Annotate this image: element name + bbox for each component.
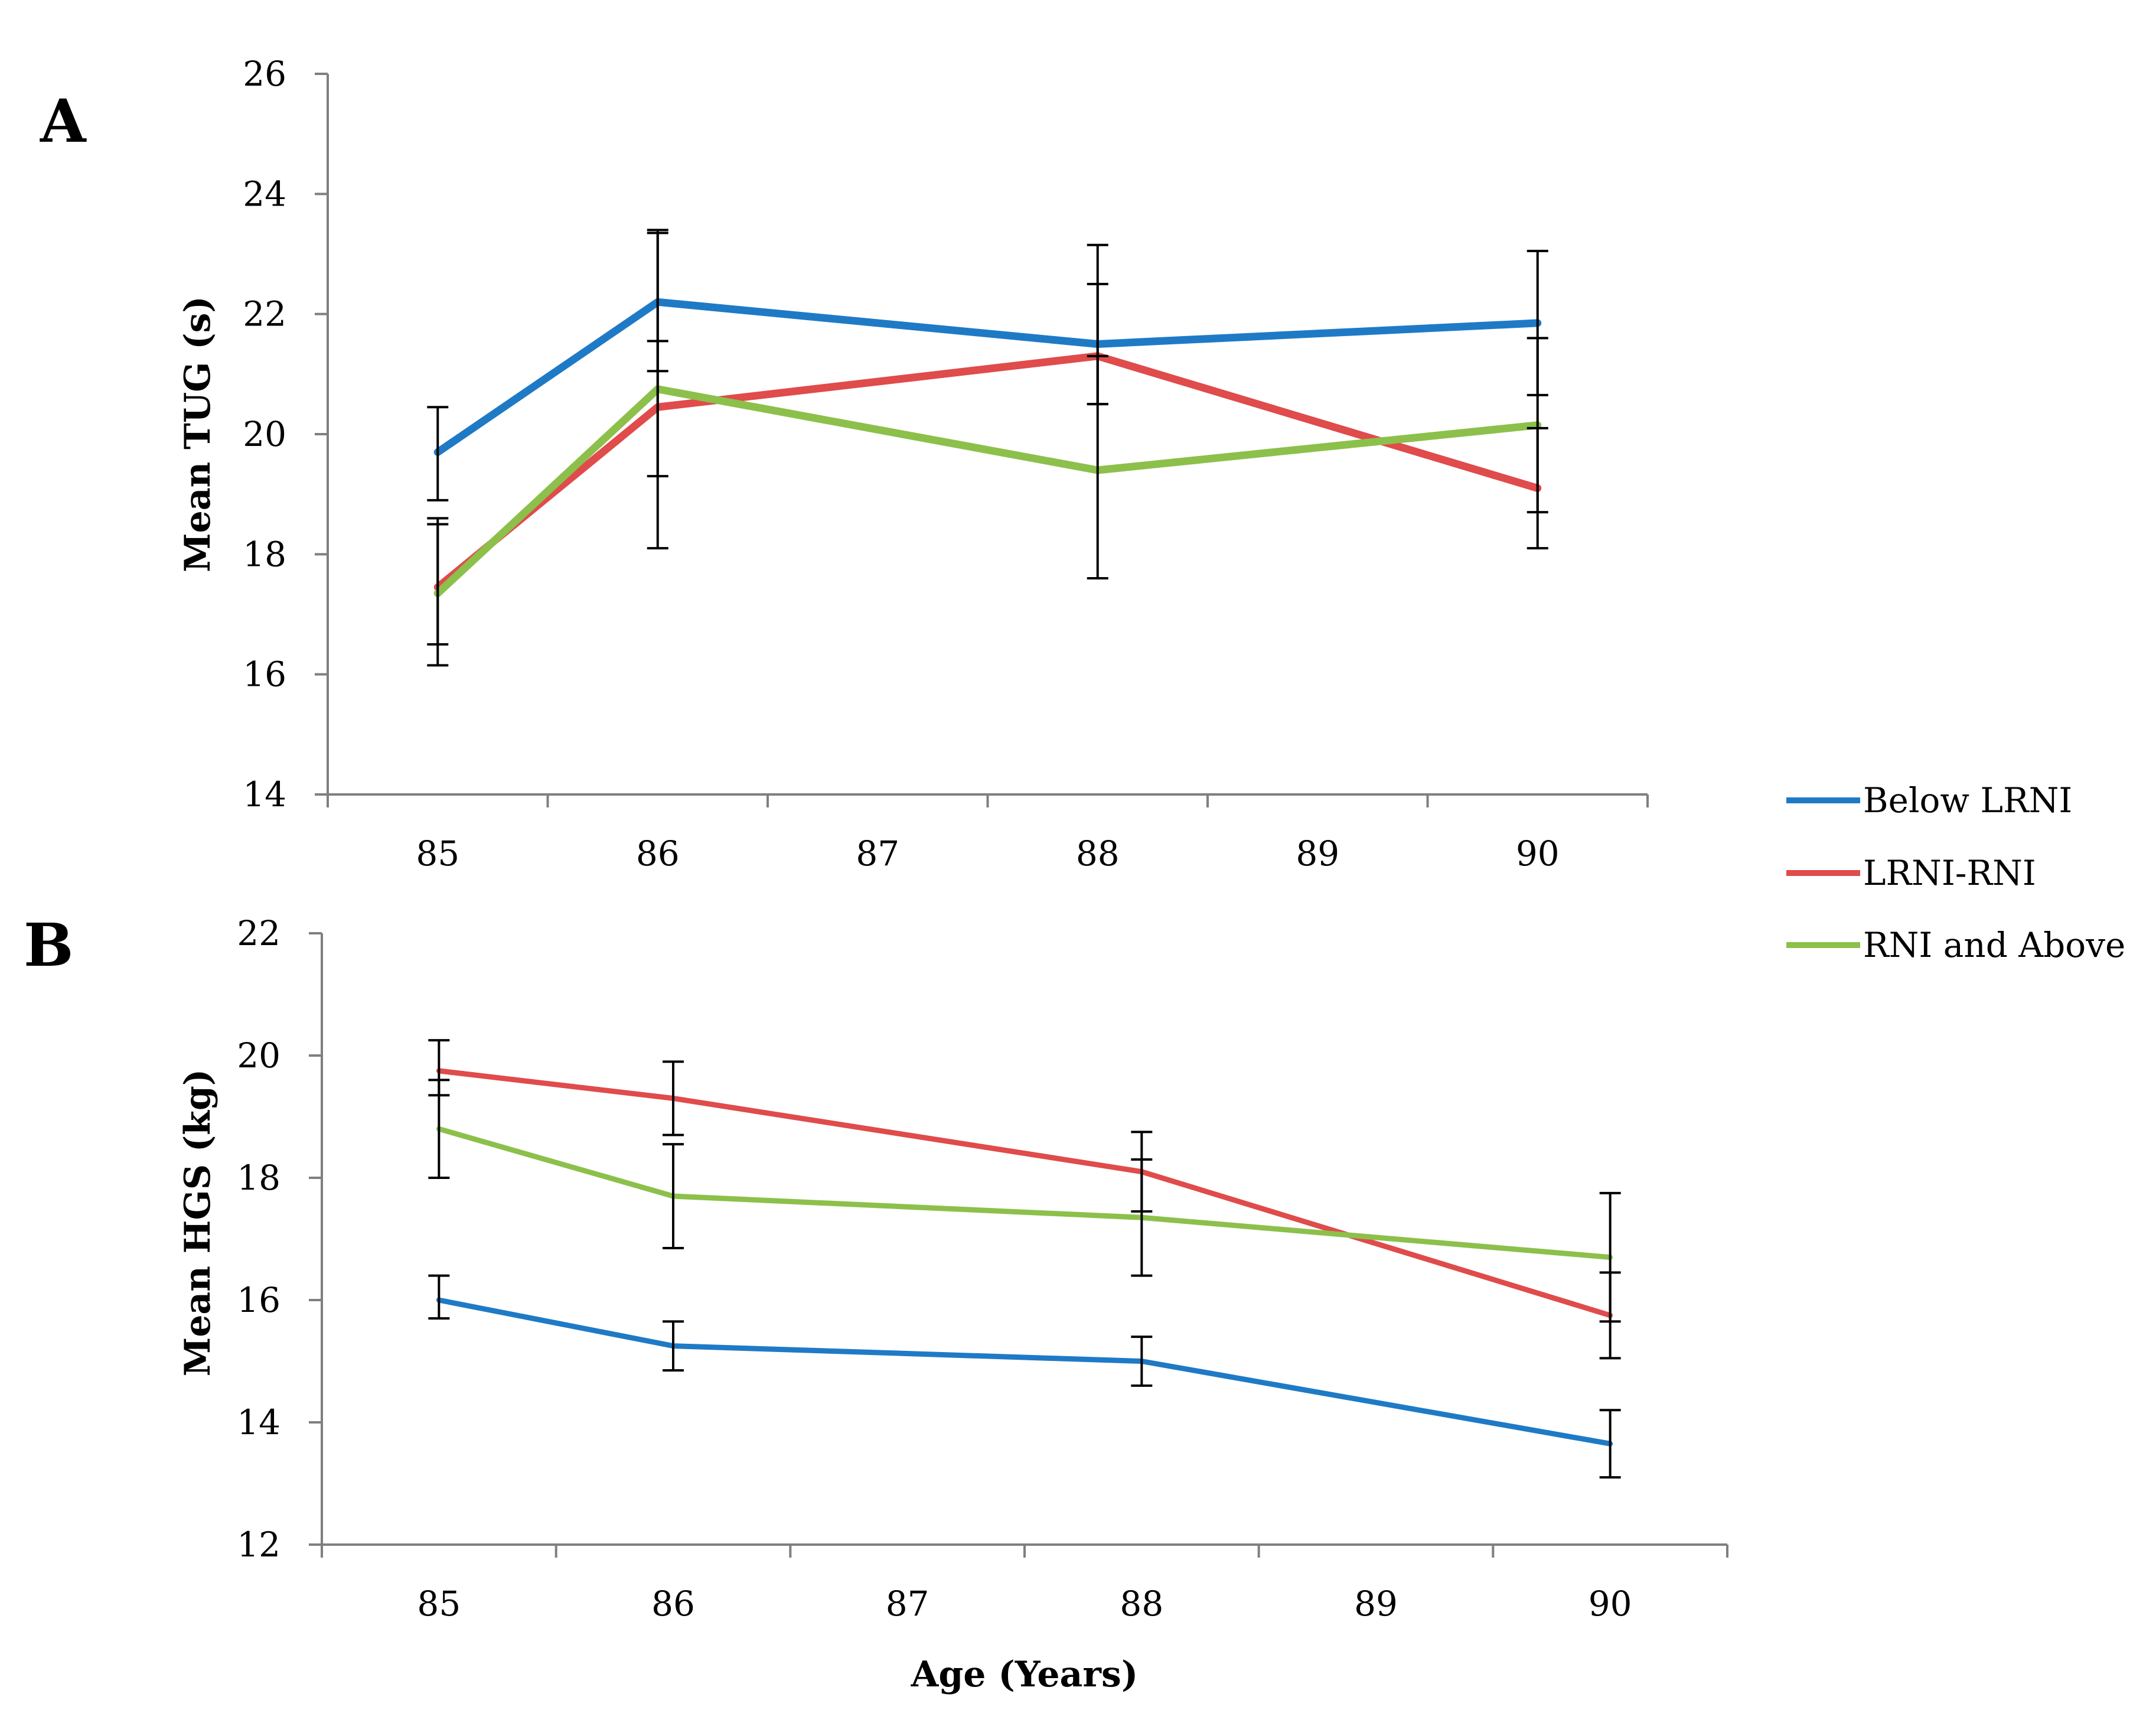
panel-a-y-tick-label: 26 <box>243 54 286 94</box>
panel-a-chart: A Mean TUG (s) 14 16 18 20 22 24 26 85 86 87 88 89 9… <box>40 54 1649 874</box>
panel-b-y-tick-label: 14 <box>237 1402 280 1442</box>
panel-b-x-tick-label: 85 <box>417 1584 461 1624</box>
panel-a-error-bar-below-lrni <box>427 406 449 501</box>
panel-b-error-bar-rni-and-above <box>1131 1158 1153 1277</box>
legend-label-rni-and-above: RNI and Above <box>1863 925 2125 965</box>
panel-b-x-tick-label: 90 <box>1589 1584 1632 1624</box>
panel-b-series-line-below-lrni <box>436 1297 1613 1447</box>
panel-b-x-tick-label: 87 <box>886 1584 929 1624</box>
panel-a-y-tick-label: 24 <box>243 174 286 214</box>
panel-b-y-tick-label: 18 <box>237 1158 280 1198</box>
panel-a-y-tick-label: 22 <box>243 294 286 334</box>
panel-b-error-bar-rni-and-above <box>1599 1191 1621 1323</box>
panel-b-x-tick-label: 86 <box>651 1584 695 1624</box>
panel-b-error-bar-below-lrni <box>1599 1409 1621 1479</box>
panel-a-y-tick-label: 20 <box>243 414 286 454</box>
legend-label-below-lrni: Below LRNI <box>1863 780 2072 820</box>
legend: Below LRNI LRNI-RNI RNI and Above <box>1786 780 2125 965</box>
panel-b-series-line-lrni-rni <box>436 1068 1613 1318</box>
panel-a-x-tick-label: 89 <box>1296 833 1339 874</box>
panel-a-series-line-rni-and-above <box>433 385 1542 597</box>
panel-b-y-tick-label: 12 <box>237 1525 280 1565</box>
panel-b-y-tick-label: 20 <box>237 1035 280 1076</box>
panel-a-error-bar-rni-and-above <box>1087 354 1108 579</box>
panel-a-x-tick-label: 88 <box>1076 833 1120 874</box>
legend-label-lrni-rni: LRNI-RNI <box>1863 853 2036 893</box>
panel-b-x-axis-title: Age (Years) <box>911 1654 1138 1695</box>
panel-a-y-tick-label: 16 <box>243 654 286 695</box>
panel-b-x-tick-label: 88 <box>1120 1584 1163 1624</box>
panel-a-x-tick-label: 87 <box>856 833 899 874</box>
panel-b-x-tick-label: 89 <box>1354 1584 1398 1624</box>
panel-b-label: B <box>24 910 74 980</box>
legend-item-lrni-rni: LRNI-RNI <box>1786 853 2036 893</box>
panel-b-error-bar-below-lrni <box>428 1274 450 1320</box>
panel-b-error-bar-below-lrni <box>663 1320 684 1372</box>
legend-item-rni-and-above: RNI and Above <box>1786 925 2125 965</box>
panel-b-error-bar-below-lrni <box>1131 1336 1153 1387</box>
panel-a-y-tick-label: 14 <box>243 774 286 815</box>
panel-b-chart: B Mean HGS (kg) Age (Years) 12 14 16 18 20 22… <box>24 910 1728 1695</box>
panel-b-y-tick-label: 16 <box>237 1280 280 1320</box>
panel-a-x-tick-label: 90 <box>1516 833 1560 874</box>
panel-a-error-bar-rni-and-above <box>427 517 449 667</box>
panel-b-y-tick-label: 22 <box>237 913 280 953</box>
panel-a-y-axis-title: Mean TUG (s) <box>177 296 218 572</box>
panel-b-series-line-rni-and-above <box>436 1126 1613 1261</box>
panel-b-error-bar-rni-and-above <box>663 1143 684 1250</box>
panel-b-error-bar-rni-and-above <box>428 1079 450 1179</box>
panel-a-series-line-below-lrni <box>433 298 1542 456</box>
panel-a-y-tick-label: 18 <box>243 534 286 574</box>
panel-b-error-bar-lrni-rni <box>663 1060 684 1136</box>
panel-a-error-bar-rni-and-above <box>1527 337 1548 514</box>
panel-a-label: A <box>40 86 87 156</box>
panel-a-error-bar-rni-and-above <box>647 229 668 550</box>
legend-item-below-lrni: Below LRNI <box>1786 780 2072 820</box>
panel-a-x-tick-label: 86 <box>636 833 680 874</box>
panel-a-x-tick-label: 85 <box>416 833 459 874</box>
panel-b-y-axis-title: Mean HGS (kg) <box>177 1069 218 1376</box>
panel-a-series-line-lrni-rni <box>433 352 1542 591</box>
